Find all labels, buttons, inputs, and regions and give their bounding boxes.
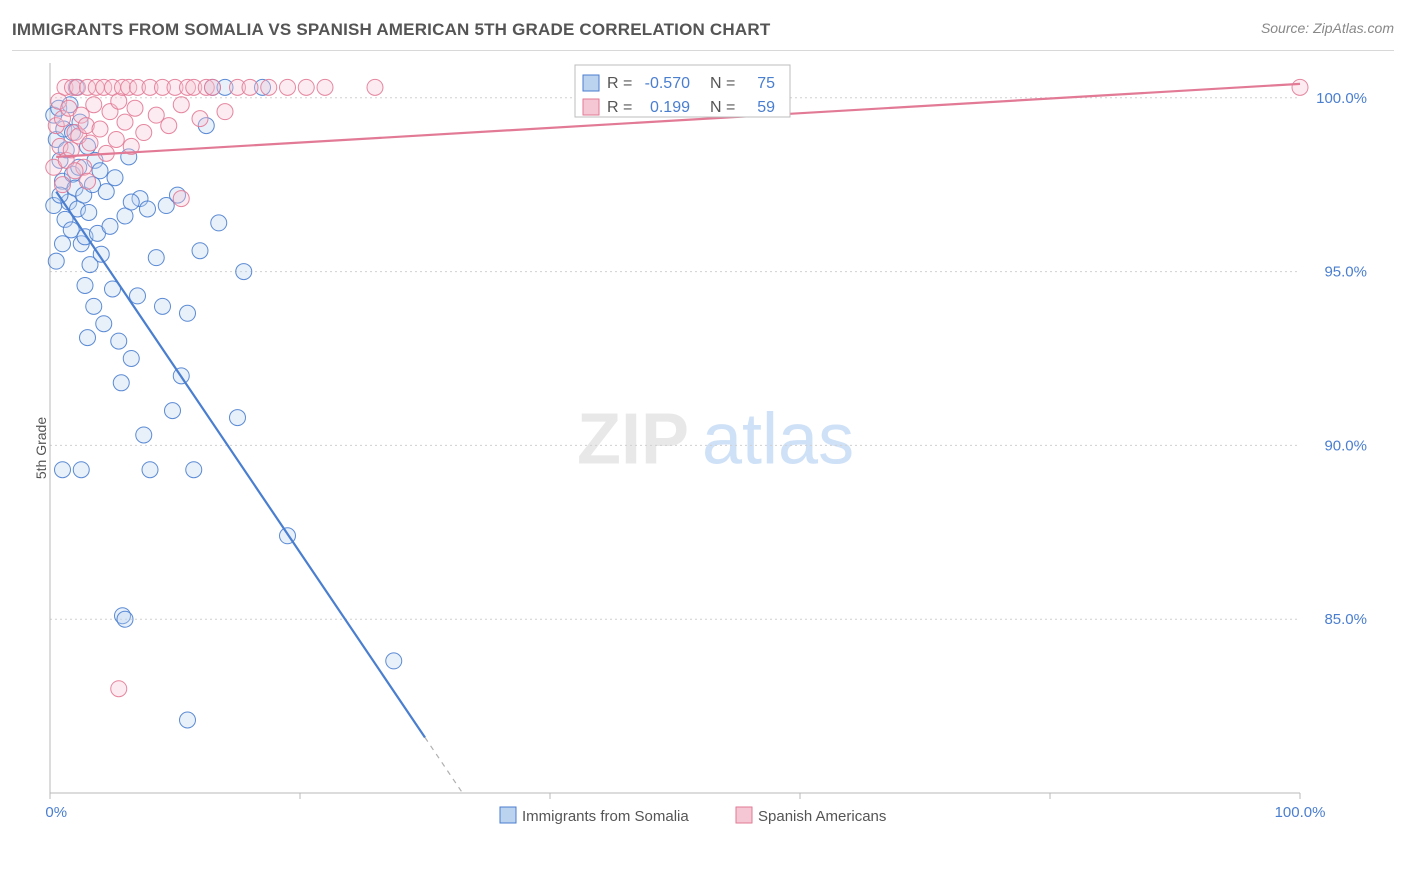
data-point [165, 403, 181, 419]
data-point [80, 330, 96, 346]
legend-swatch [583, 75, 599, 91]
data-point [140, 201, 156, 217]
data-point [230, 410, 246, 426]
y-axis-label: 5th Grade [33, 417, 49, 479]
data-point [180, 305, 196, 321]
data-point [81, 204, 97, 220]
data-point [86, 97, 102, 113]
data-point [127, 100, 143, 116]
data-point [55, 462, 71, 478]
data-point [242, 79, 258, 95]
x-tick-label: 100.0% [1275, 804, 1326, 821]
regression-line-extrapolated [425, 737, 463, 793]
data-point [142, 462, 158, 478]
data-point [117, 611, 133, 627]
legend-n-value: 59 [757, 99, 775, 116]
data-point [1292, 79, 1308, 95]
scatter-chart: ZIPatlas 85.0% 90.0% 95.0% 100.0% 0.0% 100.0% R… [45, 58, 1375, 838]
chart-header: IMMIGRANTS FROM SOMALIA VS SPANISH AMERI… [12, 20, 1394, 48]
y-tick-label: 85.0% [1324, 611, 1367, 628]
data-point [92, 121, 108, 137]
data-point [136, 125, 152, 141]
data-point [148, 250, 164, 266]
legend-n-value: 75 [757, 75, 775, 92]
data-point [211, 215, 227, 231]
data-point [161, 118, 177, 134]
data-point [111, 333, 127, 349]
source-label: Source: ZipAtlas.com [1261, 20, 1394, 36]
data-point [261, 79, 277, 95]
data-point [107, 170, 123, 186]
legend-r-value: -0.570 [645, 75, 690, 92]
data-point [317, 79, 333, 95]
data-point [205, 79, 221, 95]
legend-n-label: N = [710, 75, 735, 92]
chart-title: IMMIGRANTS FROM SOMALIA VS SPANISH AMERI… [12, 20, 770, 39]
data-point [136, 427, 152, 443]
data-point [111, 93, 127, 109]
data-point [111, 681, 127, 697]
data-point [113, 375, 129, 391]
data-point [96, 316, 112, 332]
legend-n-label: N = [710, 99, 735, 116]
y-tick-label: 100.0% [1316, 90, 1367, 107]
data-point [73, 462, 89, 478]
footer-legend-swatch [736, 807, 752, 823]
legend-r-label: R = [607, 99, 632, 116]
y-tick-label: 95.0% [1324, 264, 1367, 281]
data-point [186, 462, 202, 478]
data-point [55, 177, 71, 193]
data-point [48, 253, 64, 269]
data-point [367, 79, 383, 95]
data-point [155, 298, 171, 314]
data-point [102, 218, 118, 234]
plot-area: 5th Grade ZIPatlas85.0%90.0%95.0%100.0%0… [45, 58, 1375, 838]
y-tick-label: 90.0% [1324, 437, 1367, 454]
footer-legend-label: Spanish Americans [758, 808, 886, 825]
data-point [123, 350, 139, 366]
legend-r-label: R = [607, 75, 632, 92]
watermark-part2: atlas [702, 400, 854, 480]
data-point [180, 712, 196, 728]
data-point [236, 264, 252, 280]
data-point [173, 97, 189, 113]
data-point [386, 653, 402, 669]
data-point [192, 243, 208, 259]
legend-r-value: 0.199 [650, 99, 690, 116]
data-point [108, 131, 124, 147]
data-point [82, 135, 98, 151]
data-point [173, 191, 189, 207]
data-point [217, 104, 233, 120]
header-divider [12, 50, 1394, 51]
data-point [77, 277, 93, 293]
watermark-part1: ZIP [577, 400, 689, 480]
footer-legend-swatch [500, 807, 516, 823]
legend-swatch [583, 99, 599, 115]
data-point [130, 288, 146, 304]
data-point [55, 236, 71, 252]
data-point [117, 114, 133, 130]
data-point [98, 184, 114, 200]
data-point [67, 163, 83, 179]
data-point [280, 79, 296, 95]
data-point [298, 79, 314, 95]
footer-legend-label: Immigrants from Somalia [522, 808, 689, 825]
data-point [123, 194, 139, 210]
data-point [192, 111, 208, 127]
x-tick-label: 0.0% [45, 804, 67, 821]
data-point [86, 298, 102, 314]
